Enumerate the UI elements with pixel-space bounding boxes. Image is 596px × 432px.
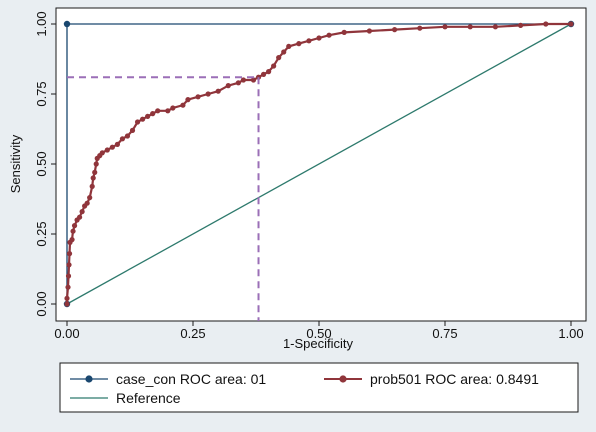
prob501-point-0 bbox=[64, 301, 70, 307]
prob501-point-42 bbox=[235, 80, 241, 86]
prob501-point-2 bbox=[65, 284, 71, 290]
prob501-point-30 bbox=[140, 116, 146, 122]
prob501-point-29 bbox=[134, 119, 141, 125]
prob501-point-59 bbox=[417, 25, 423, 31]
prob501-point-53 bbox=[306, 38, 312, 44]
prob501-point-28 bbox=[129, 127, 136, 133]
legend-label-2: Reference bbox=[116, 390, 181, 406]
prob501-point-17 bbox=[90, 175, 96, 181]
prob501-point-43 bbox=[240, 77, 246, 83]
axes-layer: 0.00 0.25 0.50 0.75 1.00 0.00 0.25 0.50 0.75 1.00 bbox=[34, 11, 584, 341]
prob501-point-26 bbox=[119, 136, 126, 142]
y-tick-label-1: 0.25 bbox=[34, 221, 49, 246]
prob501-point-23 bbox=[104, 147, 110, 153]
prob501-point-40 bbox=[215, 88, 221, 94]
prob501-point-60 bbox=[442, 24, 448, 30]
prob501-point-5 bbox=[66, 251, 73, 257]
prob501-point-34 bbox=[165, 108, 171, 114]
prob501-point-24 bbox=[109, 144, 115, 150]
prob501-point-63 bbox=[518, 22, 524, 28]
prob501-point-51 bbox=[286, 43, 292, 50]
plot-layer bbox=[63, 20, 575, 321]
prob501-point-33 bbox=[155, 108, 161, 114]
prob501-point-39 bbox=[205, 91, 211, 97]
prob501-point-62 bbox=[492, 24, 498, 30]
prob501-point-27 bbox=[124, 133, 131, 139]
prob501-point-9 bbox=[71, 223, 78, 229]
prob501-point-55 bbox=[326, 32, 332, 38]
prob501-point-18 bbox=[92, 169, 98, 175]
prob501-point-58 bbox=[392, 27, 398, 33]
x-tick-label-0: 0.00 bbox=[54, 326, 79, 341]
prob501-point-1 bbox=[64, 295, 70, 301]
legend: case_con ROC area: 01 prob501 ROC area: 0… bbox=[59, 362, 579, 413]
prob501-point-22 bbox=[99, 150, 105, 156]
prob501-point-25 bbox=[114, 141, 120, 147]
prob501-point-56 bbox=[341, 29, 347, 35]
prob501-point-41 bbox=[225, 83, 231, 89]
prob501-point-52 bbox=[296, 41, 302, 47]
prob501-point-36 bbox=[180, 102, 186, 108]
prob501-point-31 bbox=[145, 113, 151, 119]
prob501-point-4 bbox=[66, 262, 72, 268]
prob501-point-37 bbox=[185, 97, 191, 103]
x-tick-label-2: 0.50 bbox=[306, 326, 331, 341]
y-axis-title: Sensitivity bbox=[8, 134, 23, 193]
legend-marker-1 bbox=[339, 375, 347, 383]
prob501-point-32 bbox=[150, 111, 156, 117]
plot-area bbox=[55, 7, 587, 322]
y-tick-label-4: 1.00 bbox=[34, 11, 49, 36]
prob501-point-64 bbox=[543, 21, 549, 27]
y-tick-label-2: 0.50 bbox=[34, 151, 49, 176]
prob501-point-38 bbox=[195, 94, 201, 100]
prob501-point-15 bbox=[87, 195, 93, 201]
prob501-point-48 bbox=[271, 63, 277, 69]
prob501-point-16 bbox=[89, 183, 95, 189]
x-tick-label-1: 0.25 bbox=[180, 326, 205, 341]
prob501-point-35 bbox=[170, 105, 176, 111]
legend-label-1: prob501 ROC area: 0.8491 bbox=[370, 371, 539, 387]
x-tick-label-3: 0.75 bbox=[432, 326, 457, 341]
prob501-point-14 bbox=[84, 200, 90, 206]
y-tick-label-3: 0.75 bbox=[34, 81, 49, 106]
prob501-point-54 bbox=[316, 35, 322, 41]
prob501-point-61 bbox=[467, 24, 473, 30]
prob501-point-47 bbox=[266, 69, 272, 75]
prob501-point-57 bbox=[366, 28, 372, 34]
legend-label-0: case_con ROC area: 01 bbox=[116, 371, 266, 387]
prob501-point-7 bbox=[69, 237, 75, 243]
prob501-point-8 bbox=[70, 228, 76, 234]
x-axis-title: 1-Specificity bbox=[283, 336, 354, 351]
case-con-point-1 bbox=[63, 20, 71, 28]
prob501-point-12 bbox=[79, 209, 85, 215]
series-reference-line bbox=[66, 23, 572, 305]
legend-box bbox=[59, 362, 579, 413]
prob501-point-49 bbox=[276, 55, 282, 61]
y-tick-label-0: 0.00 bbox=[34, 291, 49, 316]
prob501-point-11 bbox=[77, 214, 83, 220]
x-tick-label-4: 1.00 bbox=[558, 326, 583, 341]
prob501-point-50 bbox=[281, 49, 287, 55]
prob501-point-3 bbox=[65, 273, 72, 279]
prob501-point-19 bbox=[93, 161, 99, 167]
prob501-point-44 bbox=[250, 77, 257, 83]
legend-items: case_con ROC area: 01 prob501 ROC area: 0… bbox=[70, 371, 539, 406]
prob501-point-65 bbox=[568, 21, 574, 27]
legend-marker-0 bbox=[85, 375, 93, 383]
prob501-point-46 bbox=[260, 71, 267, 77]
